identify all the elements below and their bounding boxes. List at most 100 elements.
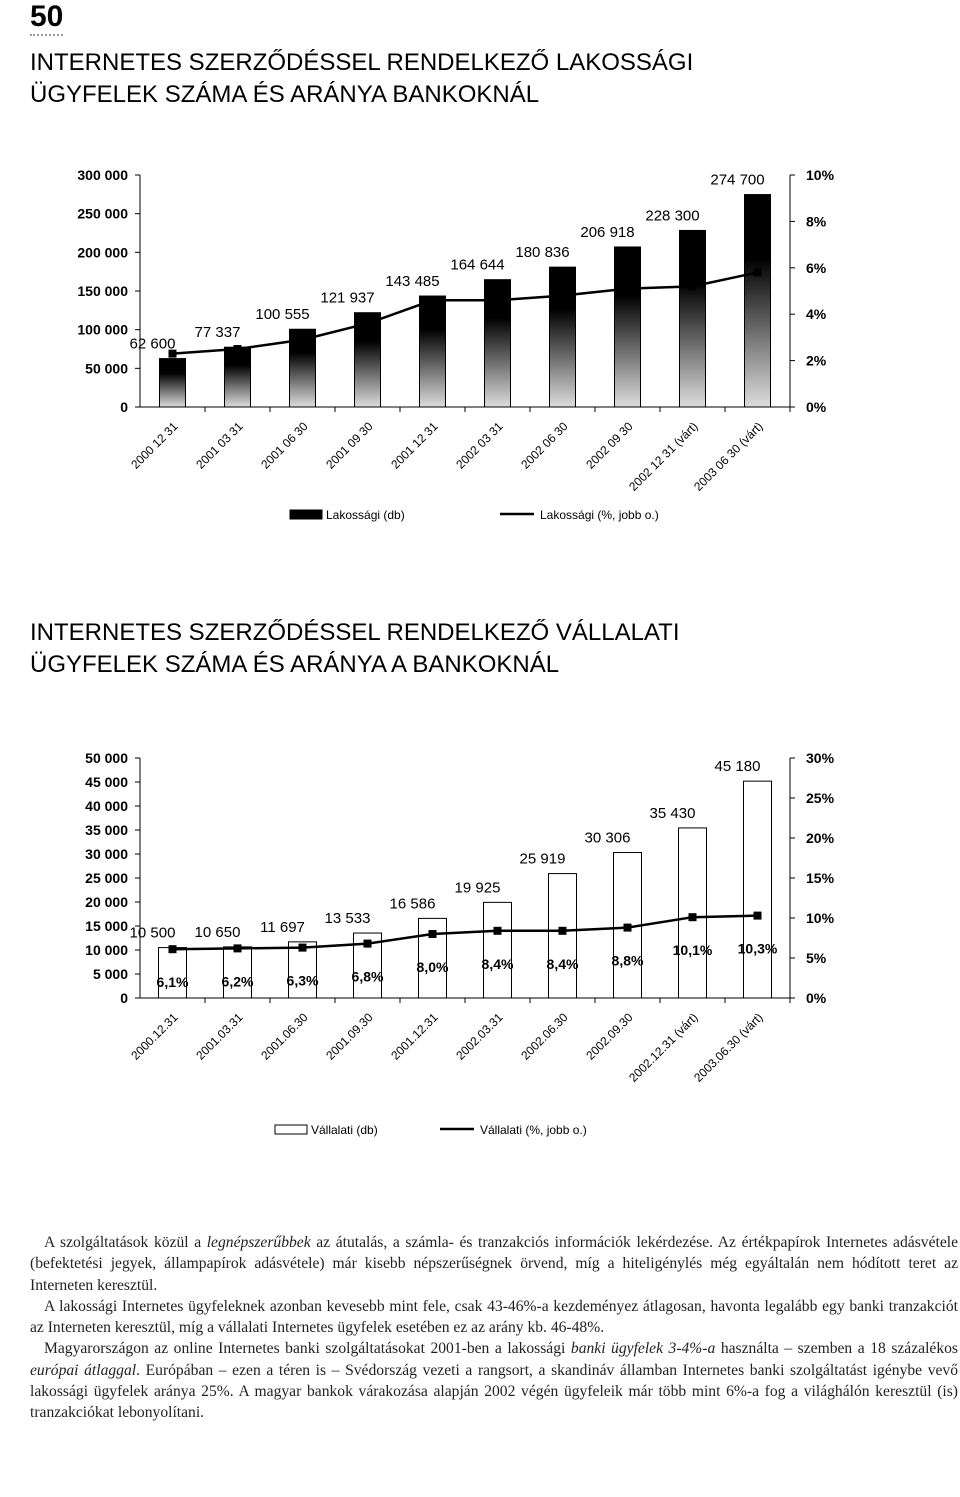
line-marker bbox=[428, 296, 437, 305]
y-tick-label: 25 000 bbox=[85, 870, 128, 886]
line-marker bbox=[558, 291, 567, 300]
y2-tick-label: 0% bbox=[806, 399, 827, 415]
italic-text: legnépszerűbbek bbox=[206, 1234, 311, 1251]
x-tick-label: 2000 12 31 bbox=[128, 419, 181, 472]
y-tick-label: 50 000 bbox=[85, 360, 128, 376]
bar bbox=[614, 246, 641, 408]
y-tick-label: 300 000 bbox=[77, 167, 128, 183]
bar bbox=[483, 901, 512, 999]
x-tick-label: 2002.09.30 bbox=[583, 1010, 636, 1063]
text: . Európában – ezen a téren is – Svédorsz… bbox=[30, 1361, 959, 1422]
y-tick-label: 30 000 bbox=[85, 846, 128, 862]
y-tick-label: 0 bbox=[120, 399, 128, 415]
line-value-label: 8,4% bbox=[482, 956, 514, 972]
y-tick-label: 20 000 bbox=[85, 894, 128, 910]
y2-tick-label: 25% bbox=[806, 790, 835, 806]
x-tick-label: 2002 12 31 (várt) bbox=[626, 419, 701, 494]
line-marker bbox=[688, 913, 697, 922]
bar bbox=[743, 780, 772, 999]
y2-tick-label: 6% bbox=[806, 260, 827, 276]
x-tick-label: 2003.06.30 (várt) bbox=[691, 1010, 766, 1085]
x-tick-label: 2001.12.31 bbox=[388, 1010, 441, 1063]
legend-label: Lakossági (db) bbox=[326, 508, 405, 522]
y-tick-label: 0 bbox=[120, 990, 128, 1006]
text: A szolgáltatások közül a bbox=[44, 1234, 207, 1251]
bar-value-label: 164 644 bbox=[450, 257, 504, 274]
charts: INTERNETES SZERZŐDÉSSEL RENDELKEZŐ LAKOS… bbox=[30, 49, 835, 1137]
y-tick-label: 10 000 bbox=[85, 942, 128, 958]
x-tick-label: 2002.06.30 bbox=[518, 1010, 571, 1063]
y-tick-label: 35 000 bbox=[85, 822, 128, 838]
bar bbox=[548, 873, 577, 999]
x-tick-label: 2001 12 31 bbox=[388, 419, 441, 472]
y-tick-label: 50 000 bbox=[85, 750, 128, 766]
bar bbox=[744, 194, 771, 408]
italic-text: európai átlaggal bbox=[30, 1361, 137, 1379]
line-value-label: 10,1% bbox=[673, 942, 713, 958]
line-marker bbox=[233, 944, 242, 953]
bar bbox=[354, 312, 381, 408]
bar bbox=[223, 946, 252, 999]
line-marker bbox=[493, 926, 502, 935]
bar-value-label: 206 918 bbox=[580, 224, 634, 241]
line-value-label: 8,8% bbox=[612, 953, 644, 969]
x-tick-label: 2001 06 30 bbox=[258, 419, 311, 472]
page-number: 50 bbox=[30, 0, 64, 36]
y-tick-label: 150 000 bbox=[77, 283, 128, 299]
y2-tick-label: 15% bbox=[806, 870, 835, 886]
bar-value-label: 35 430 bbox=[650, 805, 696, 822]
x-tick-label: 2002 06 30 bbox=[518, 419, 571, 472]
chart-title: ÜGYFELEK SZÁMA ÉS ARÁNYA BANKOKNÁL bbox=[30, 81, 539, 108]
line-marker bbox=[558, 926, 567, 935]
line-marker bbox=[168, 945, 177, 954]
x-tick-label: 2003 06 30 (várt) bbox=[691, 419, 766, 494]
y2-tick-label: 30% bbox=[806, 750, 835, 766]
x-tick-label: 2001.06.30 bbox=[258, 1010, 311, 1063]
x-tick-label: 2001.09.30 bbox=[323, 1010, 376, 1063]
x-tick-label: 2002 09 30 bbox=[583, 419, 636, 472]
bar-value-label: 228 300 bbox=[645, 207, 699, 224]
text: Magyarországon az online Internetes bank… bbox=[44, 1340, 571, 1358]
line bbox=[172, 914, 758, 951]
line-marker bbox=[623, 284, 632, 293]
bar-value-label: 16 586 bbox=[390, 895, 436, 912]
line-marker bbox=[428, 930, 437, 938]
line-marker bbox=[753, 268, 762, 277]
y-tick-label: 100 000 bbox=[77, 322, 128, 338]
bar-value-label: 274 700 bbox=[710, 172, 764, 189]
x-tick-label: 2002.03.31 bbox=[453, 1010, 506, 1063]
bar-value-label: 11 697 bbox=[260, 919, 305, 936]
line-value-label: 6,2% bbox=[222, 973, 254, 989]
bar-value-label: 77 337 bbox=[195, 324, 241, 341]
line-value-label: 6,3% bbox=[287, 973, 319, 989]
line-value-label: 10,3% bbox=[738, 941, 778, 957]
y-tick-label: 5 000 bbox=[93, 966, 128, 982]
bar-value-label: 62 600 bbox=[130, 336, 176, 353]
bar bbox=[159, 358, 186, 408]
y2-tick-label: 2% bbox=[806, 353, 827, 369]
y-tick-label: 250 000 bbox=[77, 206, 128, 222]
line-marker bbox=[623, 923, 632, 932]
x-tick-label: 2001.03.31 bbox=[193, 1010, 246, 1063]
line-marker bbox=[493, 296, 502, 305]
legend-label: Vállalati (db) bbox=[311, 1123, 378, 1137]
line-marker bbox=[363, 319, 372, 328]
y-tick-label: 15 000 bbox=[85, 918, 128, 934]
legend-label: Vállalati (%, jobb o.) bbox=[480, 1123, 587, 1137]
y2-tick-label: 0% bbox=[806, 990, 827, 1006]
y-tick-label: 200 000 bbox=[77, 244, 128, 260]
bar-value-label: 13 533 bbox=[325, 910, 371, 927]
bar bbox=[224, 346, 251, 408]
line-marker bbox=[233, 345, 242, 353]
bar bbox=[678, 827, 707, 999]
line-value-label: 6,8% bbox=[352, 969, 384, 985]
y2-tick-label: 8% bbox=[806, 213, 827, 229]
line-marker bbox=[363, 939, 372, 948]
bar-value-label: 10 650 bbox=[195, 924, 241, 941]
bar-value-label: 180 836 bbox=[515, 244, 569, 261]
line-value-label: 6,1% bbox=[157, 974, 189, 990]
x-tick-label: 2001 03 31 bbox=[193, 419, 246, 472]
legend-swatch bbox=[289, 509, 323, 520]
text: használta – szemben a 18 százalékos bbox=[715, 1340, 958, 1358]
paragraph: A szolgáltatások közül a legnépszerűbbek… bbox=[30, 1232, 958, 1296]
